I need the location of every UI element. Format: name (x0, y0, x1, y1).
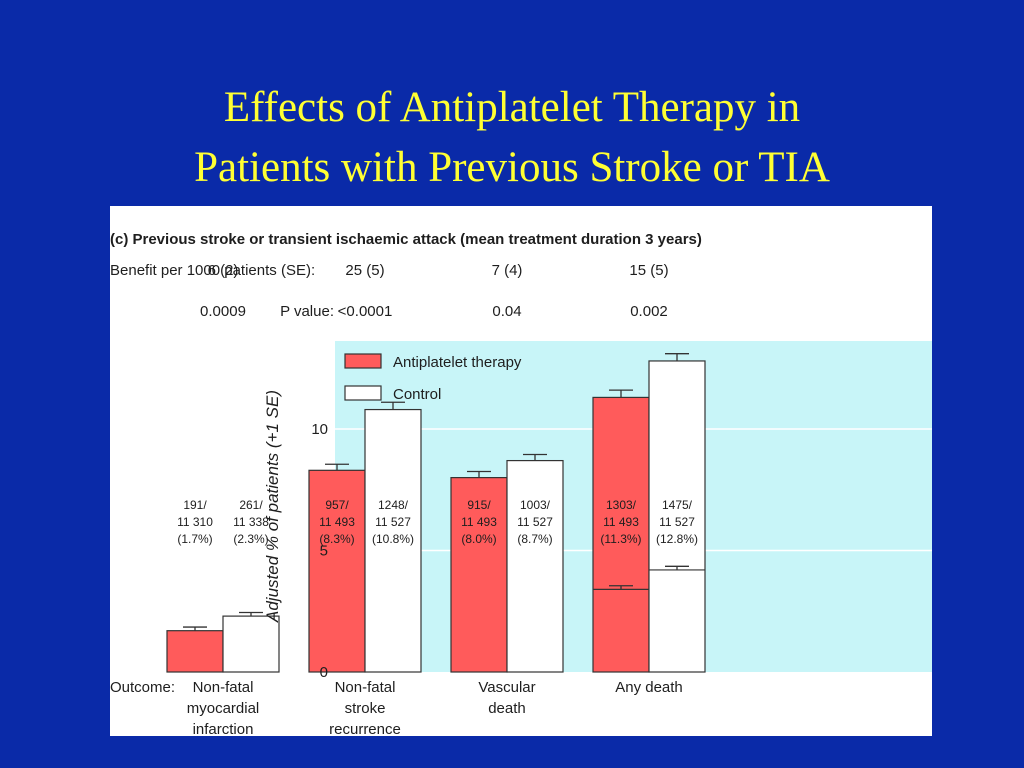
bar-value-label: 11 310 (177, 515, 213, 529)
bar-value-label: 11 493 (319, 515, 355, 529)
bar-value-label: (2.3%) (233, 532, 268, 546)
bar-antiplatelet (592, 396, 650, 673)
bar-value-label: 1475/ (662, 498, 693, 512)
bar-control (364, 408, 422, 673)
benefit-value: 6 (2) (208, 262, 239, 279)
pvalue-value: 0.04 (492, 303, 521, 320)
y-tick-label: 10 (311, 421, 328, 438)
bar-value-label: 1303/ (606, 498, 637, 512)
bar-value-label: (11.3%) (600, 532, 641, 546)
bar-chart: (c) Previous stroke or transient ischaem… (110, 231, 932, 736)
category-label: Any death (615, 679, 683, 696)
legend-label: Control (393, 386, 441, 403)
pvalue-value: 0.002 (630, 303, 668, 320)
bar-value-label: (8.0%) (461, 532, 496, 546)
bar-antiplatelet (450, 477, 508, 673)
slide-title-line-2: Patients with Previous Stroke or TIA (194, 144, 830, 191)
bar-value-label: (8.7%) (517, 532, 552, 546)
bar-value-label: (10.8%) (372, 532, 414, 546)
legend-swatch-antiplatelet (344, 353, 382, 369)
category-label: Non-fatal (193, 679, 254, 696)
bar-value-label: 1248/ (378, 498, 409, 512)
chart-panel: (c) Previous stroke or transient ischaem… (110, 206, 932, 736)
bar-value-label: 1003/ (520, 498, 551, 512)
pvalue-label: P value: (280, 303, 334, 320)
category-label: death (488, 700, 526, 717)
category-label: recurrence (329, 721, 401, 736)
category-label: infarction (193, 721, 254, 736)
bar-control (222, 615, 280, 673)
slide-title: Effects of Antiplatelet Therapy in Patie… (0, 78, 1024, 198)
y-tick-label: 0 (320, 664, 328, 681)
bar-value-label: 11 527 (375, 515, 411, 529)
chart-title: (c) Previous stroke or transient ischaem… (110, 231, 702, 248)
bar-value-label: 11 493 (603, 515, 639, 529)
bars-group (166, 353, 706, 673)
text-group: (c) Previous stroke or transient ischaem… (110, 231, 702, 736)
slide-title-line-1: Effects of Antiplatelet Therapy in (223, 84, 801, 131)
category-label: Vascular (478, 679, 535, 696)
legend-swatch-control (344, 385, 382, 401)
y-axis-label: Adjusted % of patients (+1 SE) (263, 390, 282, 623)
category-label: Non-fatal (335, 679, 396, 696)
bar-value-label: 11 527 (517, 515, 553, 529)
x-axis-label: Outcome: (110, 679, 175, 696)
benefit-value: 15 (5) (629, 262, 668, 279)
bar-antiplatelet (308, 469, 366, 673)
bar-value-label: 191/ (183, 498, 207, 512)
category-label: myocardial (187, 700, 260, 717)
category-label: stroke (345, 700, 386, 717)
benefit-value: 25 (5) (345, 262, 384, 279)
y-tick-label: 5 (320, 543, 328, 560)
legend-label: Antiplatelet therapy (393, 354, 522, 371)
bar-value-label: 11 527 (659, 515, 695, 529)
bar-value-label: 11 338 (233, 515, 269, 529)
benefit-value: 7 (4) (492, 262, 523, 279)
bar-control (506, 459, 564, 673)
bar-value-label: 11 493 (461, 515, 497, 529)
pvalue-value: <0.0001 (338, 303, 393, 320)
bar-value-label: 915/ (467, 498, 491, 512)
bar-antiplatelet (166, 630, 224, 673)
bar-value-label: 261/ (239, 498, 263, 512)
pvalue-value: 0.0009 (200, 303, 246, 320)
bar-control (648, 360, 706, 673)
bar-value-label: (12.8%) (656, 532, 698, 546)
bar-value-label: (8.3%) (319, 532, 354, 546)
bar-value-label: 957/ (325, 498, 349, 512)
benefit-label: Benefit per 1000 patients (SE): (110, 262, 315, 279)
bar-value-label: (1.7%) (177, 532, 212, 546)
